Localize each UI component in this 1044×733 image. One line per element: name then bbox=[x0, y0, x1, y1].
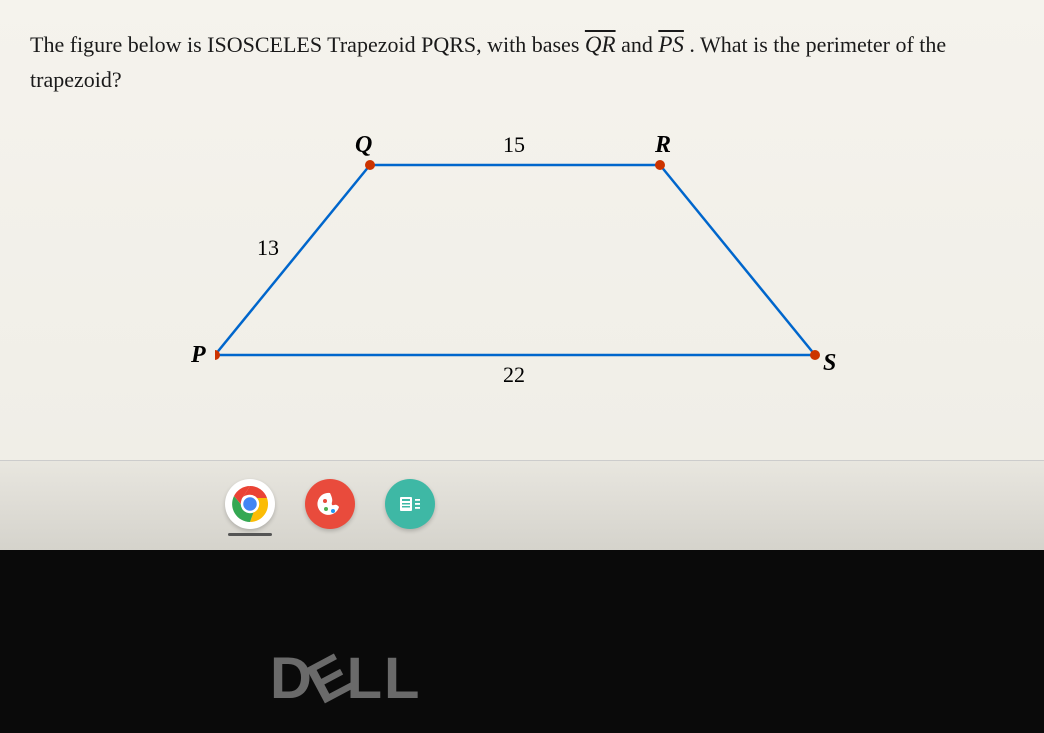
text-part1: The figure below is ISOSCELES Trapezoid … bbox=[30, 32, 585, 57]
vertex-q-label: Q bbox=[355, 132, 372, 159]
edge-pq bbox=[215, 165, 370, 355]
vertex-r-label: R bbox=[655, 132, 671, 159]
chrome-icon[interactable] bbox=[225, 479, 275, 529]
base-ps: PS bbox=[658, 32, 684, 57]
vertex-q-dot bbox=[365, 160, 375, 170]
taskbar bbox=[0, 460, 1044, 550]
edge-rs bbox=[660, 165, 815, 355]
edge-pq-label: 13 bbox=[257, 235, 279, 261]
trapezoid-svg bbox=[215, 140, 835, 410]
vertex-s-dot bbox=[810, 350, 820, 360]
dell-logo: DELL bbox=[270, 645, 421, 712]
trapezoid-figure: Q R P S 15 13 22 bbox=[215, 140, 835, 410]
edge-qr-label: 15 bbox=[503, 132, 525, 158]
vertex-s-label: S bbox=[823, 350, 836, 377]
taskbar-icons bbox=[225, 479, 435, 529]
base-qr: QR bbox=[585, 32, 616, 57]
vertex-r-dot bbox=[655, 160, 665, 170]
news-icon[interactable] bbox=[385, 479, 435, 529]
paint-icon[interactable] bbox=[305, 479, 355, 529]
monitor-bezel: DELL bbox=[0, 550, 1044, 733]
chrome-active-indicator bbox=[228, 533, 272, 536]
dell-l2: L bbox=[384, 645, 421, 712]
problem-area: The figure below is ISOSCELES Trapezoid … bbox=[0, 0, 1044, 460]
problem-text: The figure below is ISOSCELES Trapezoid … bbox=[30, 28, 1014, 96]
text-part2: and bbox=[616, 32, 659, 57]
vertex-p-label: P bbox=[191, 342, 206, 369]
edge-ps-label: 22 bbox=[503, 362, 525, 388]
